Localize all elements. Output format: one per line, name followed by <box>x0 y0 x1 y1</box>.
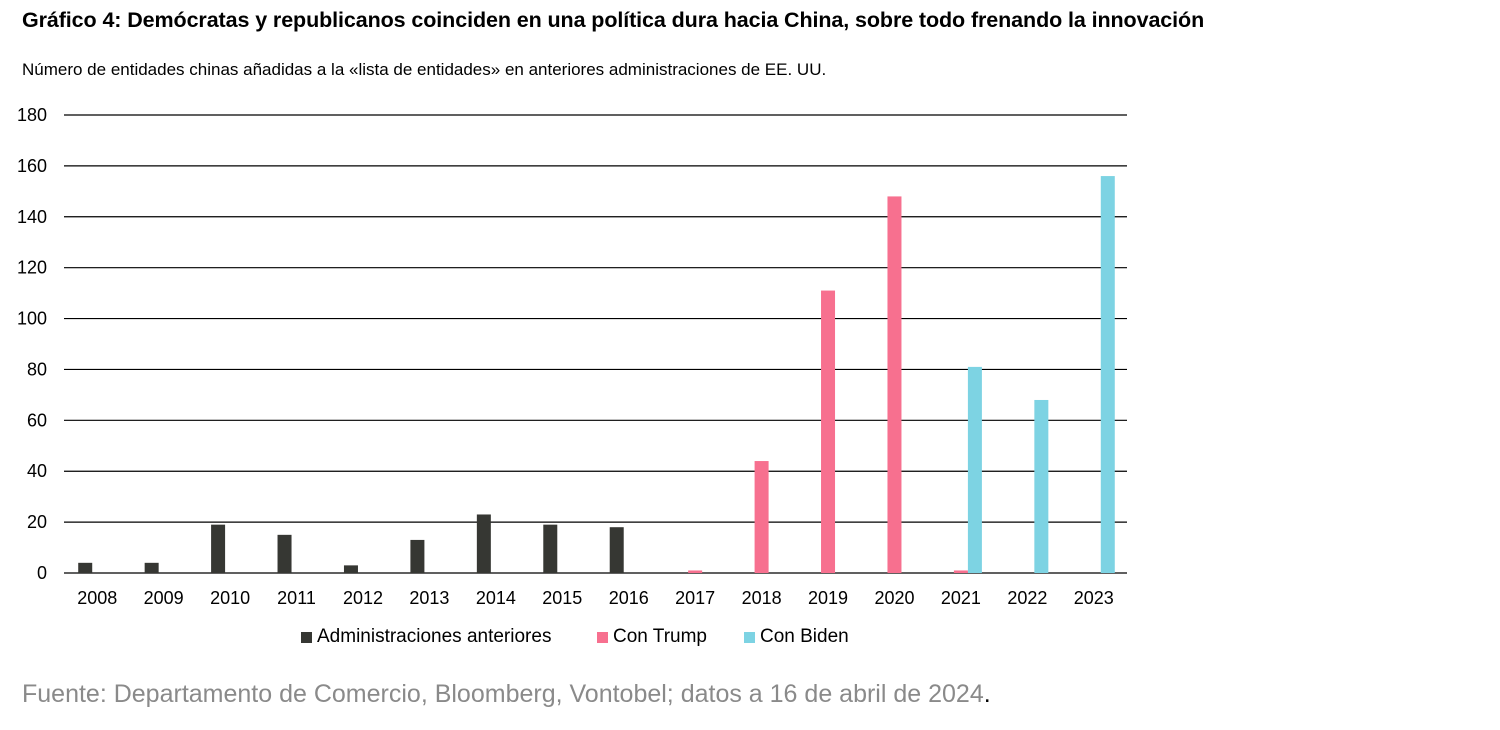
x-tick-label-2016: 2016 <box>609 588 649 608</box>
x-tick-label-2011: 2011 <box>277 588 316 608</box>
legend-item-biden: Con Biden <box>744 626 849 648</box>
x-tick-label-2009: 2009 <box>144 588 184 608</box>
x-tick-label-2018: 2018 <box>742 588 782 608</box>
legend-swatch-anteriores <box>301 631 312 643</box>
x-tick-label-2017: 2017 <box>675 588 715 608</box>
legend-label-anteriores: Administraciones anteriores <box>317 626 552 647</box>
y-tick-label-0: 0 <box>37 563 47 583</box>
y-tick-label-40: 40 <box>27 461 47 481</box>
bar-2021-series-1 <box>953 570 968 573</box>
x-axis-ticks: 2008 2009 2010 2011 2012 2013 2014 2015 2016 2017… <box>77 588 1114 608</box>
y-tick-label-80: 80 <box>27 359 47 379</box>
bar-2020-series-1 <box>887 196 902 573</box>
gridlines <box>64 114 1127 574</box>
y-tick-label-100: 100 <box>17 309 47 329</box>
legend-swatch-trump <box>597 631 608 643</box>
bar-2013-series-0 <box>410 539 425 573</box>
legend-label-trump: Con Trump <box>613 626 707 647</box>
legend: Administraciones anteriores Con Trump Co… <box>0 626 1500 652</box>
legend-label-biden: Con Biden <box>760 626 849 647</box>
y-tick-label-140: 140 <box>17 207 47 227</box>
x-tick-label-2015: 2015 <box>542 588 582 608</box>
bar-2019-series-1 <box>821 290 836 573</box>
y-tick-label-20: 20 <box>27 512 47 532</box>
legend-item-anteriores: Administraciones anteriores <box>301 626 551 648</box>
x-tick-label-2020: 2020 <box>874 588 914 608</box>
x-tick-label-2022: 2022 <box>1007 588 1047 608</box>
bar-2008-series-0 <box>78 562 93 573</box>
y-tick-label-60: 60 <box>27 410 47 430</box>
bar-2014-series-0 <box>476 514 491 573</box>
x-tick-label-2019: 2019 <box>808 588 848 608</box>
chart-title: Gráfico 4: Demócratas y republicanos coi… <box>22 8 1205 32</box>
y-tick-label-120: 120 <box>17 258 47 278</box>
x-tick-label-2023: 2023 <box>1074 588 1114 608</box>
y-tick-label-160: 160 <box>17 156 47 176</box>
bar-2017-series-1 <box>688 570 703 573</box>
x-tick-label-2013: 2013 <box>409 588 449 608</box>
x-tick-label-2012: 2012 <box>343 588 383 608</box>
chart-subtitle: Número de entidades chinas añadidas a la… <box>22 60 827 79</box>
source-text: Fuente: Departamento de Comercio, Bloomb… <box>22 680 984 708</box>
y-axis-ticks: 0 20 40 60 80 100 120 140 160 180 <box>17 105 47 583</box>
source-period: . <box>983 680 991 708</box>
bar-2010-series-0 <box>211 524 226 573</box>
x-tick-label-2021: 2021 <box>941 588 981 608</box>
source-note: Fuente: Departamento de Comercio, Bloomb… <box>22 680 991 709</box>
bar-2018-series-1 <box>754 461 769 573</box>
legend-item-trump: Con Trump <box>597 626 707 648</box>
legend-swatch-biden <box>744 631 755 643</box>
bars <box>78 176 1115 574</box>
x-tick-label-2014: 2014 <box>476 588 516 608</box>
x-tick-label-2010: 2010 <box>210 588 250 608</box>
y-tick-label-180: 180 <box>17 105 47 125</box>
bar-2023-series-2 <box>1100 176 1115 574</box>
bar-2016-series-0 <box>609 527 624 573</box>
bar-2011-series-0 <box>277 534 292 573</box>
x-tick-label-2008: 2008 <box>77 588 117 608</box>
bar-2021-series-2 <box>967 366 982 573</box>
bar-2009-series-0 <box>144 562 159 573</box>
bar-2015-series-0 <box>543 524 558 573</box>
bar-2022-series-2 <box>1034 399 1049 573</box>
bar-2012-series-0 <box>343 565 358 573</box>
